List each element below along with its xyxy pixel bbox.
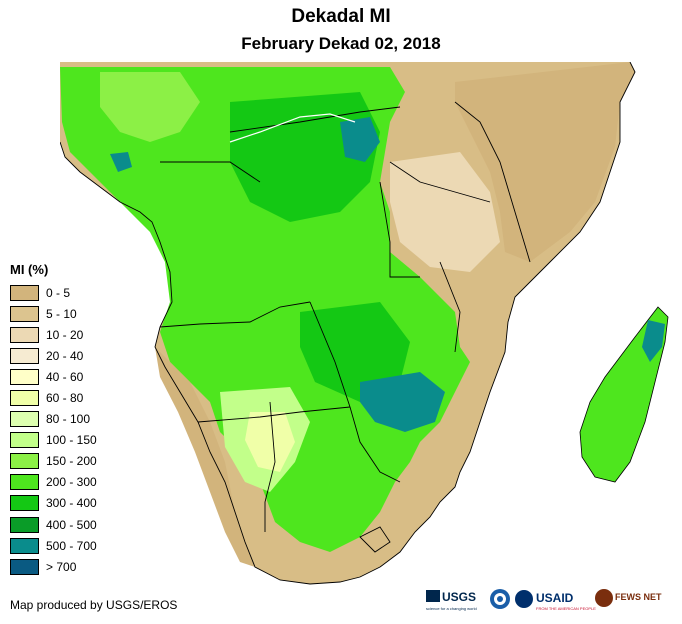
legend-label: 100 - 150 — [46, 433, 97, 448]
legend-label: 20 - 40 — [46, 348, 84, 363]
legend-label: 40 - 60 — [46, 369, 84, 384]
teal-region-congo — [340, 117, 380, 162]
legend-title: MI (%) — [10, 262, 49, 277]
legend: 0 - 5 5 - 10 10 - 20 20 - 40 40 - 60 60 - 80 8… — [10, 282, 97, 577]
legend-item: 0 - 5 — [10, 282, 97, 303]
legend-label: 500 - 700 — [46, 538, 97, 553]
dark-green-cluster-zambia — [300, 302, 410, 402]
teal-region-mozambique — [360, 372, 445, 432]
congo-river — [229, 113, 356, 143]
usgs-logo-text: USGS — [442, 590, 476, 604]
legend-item: 5 - 10 — [10, 303, 97, 324]
legend-swatch — [10, 474, 39, 491]
fewsnet-logo: FEWS NET — [595, 589, 662, 607]
pale-patch-kalahari — [245, 412, 295, 472]
legend-item: 80 - 100 — [10, 409, 97, 430]
map-title: Dekadal MI — [291, 6, 391, 27]
legend-item: 500 - 700 — [10, 535, 97, 556]
central-wet-zone — [60, 67, 470, 552]
usgs-logo: USGS science for a changing world — [426, 590, 477, 611]
legend-swatch — [10, 537, 39, 554]
legend-swatch — [10, 411, 39, 428]
usaid-logo: USAID FROM THE AMERICAN PEOPLE — [515, 590, 596, 611]
usaid-tagline: FROM THE AMERICAN PEOPLE — [536, 606, 596, 611]
light-green-patch-west — [100, 72, 200, 142]
fewsnet-logo-text: FEWS NET — [615, 592, 662, 602]
legend-label: 80 - 100 — [46, 412, 91, 427]
legend-swatch — [10, 516, 39, 533]
southwest-dry — [155, 347, 255, 567]
legend-swatch — [10, 453, 39, 470]
legend-label: > 700 — [46, 559, 77, 574]
noaa-logo — [490, 589, 510, 609]
legend-item: 10 - 20 — [10, 324, 97, 345]
legend-item: > 700 — [10, 556, 97, 577]
legend-item: 200 - 300 — [10, 472, 97, 493]
legend-item: 20 - 40 — [10, 345, 97, 366]
legend-label: 5 - 10 — [46, 306, 77, 321]
partner-logos: USGS science for a changing world USAID … — [426, 589, 662, 611]
legend-label: 0 - 5 — [46, 285, 71, 300]
legend-swatch — [10, 368, 39, 385]
legend-swatch — [10, 495, 39, 512]
usaid-logo-text: USAID — [536, 591, 574, 605]
east-africa-light — [390, 152, 500, 272]
legend-item: 40 - 60 — [10, 366, 97, 387]
legend-swatch — [10, 326, 39, 343]
country-borders — [60, 62, 636, 585]
legend-item: 60 - 80 — [10, 387, 97, 408]
legend-item: 100 - 150 — [10, 430, 97, 451]
legend-label: 300 - 400 — [46, 496, 97, 511]
credit-text: Map produced by USGS/EROS — [10, 598, 178, 612]
legend-swatch — [10, 284, 39, 301]
africa-mi-map — [60, 62, 669, 585]
legend-label: 10 - 20 — [46, 327, 84, 342]
usgs-tagline: science for a changing world — [426, 606, 477, 611]
legend-swatch — [10, 305, 39, 322]
legend-label: 150 - 200 — [46, 454, 97, 469]
legend-swatch — [10, 390, 39, 407]
legend-label: 400 - 500 — [46, 517, 97, 532]
map-subtitle: February Dekad 02, 2018 — [241, 34, 441, 53]
legend-label: 200 - 300 — [46, 475, 97, 490]
legend-swatch — [10, 347, 39, 364]
legend-item: 300 - 400 — [10, 493, 97, 514]
teal-region-west — [110, 152, 132, 172]
legend-label: 60 - 80 — [46, 391, 84, 406]
legend-swatch — [10, 558, 39, 575]
madagascar-teal — [642, 320, 665, 362]
east-africa-dry — [455, 62, 635, 262]
legend-item: 150 - 200 — [10, 451, 97, 472]
legend-swatch — [10, 432, 39, 449]
legend-item: 400 - 500 — [10, 514, 97, 535]
